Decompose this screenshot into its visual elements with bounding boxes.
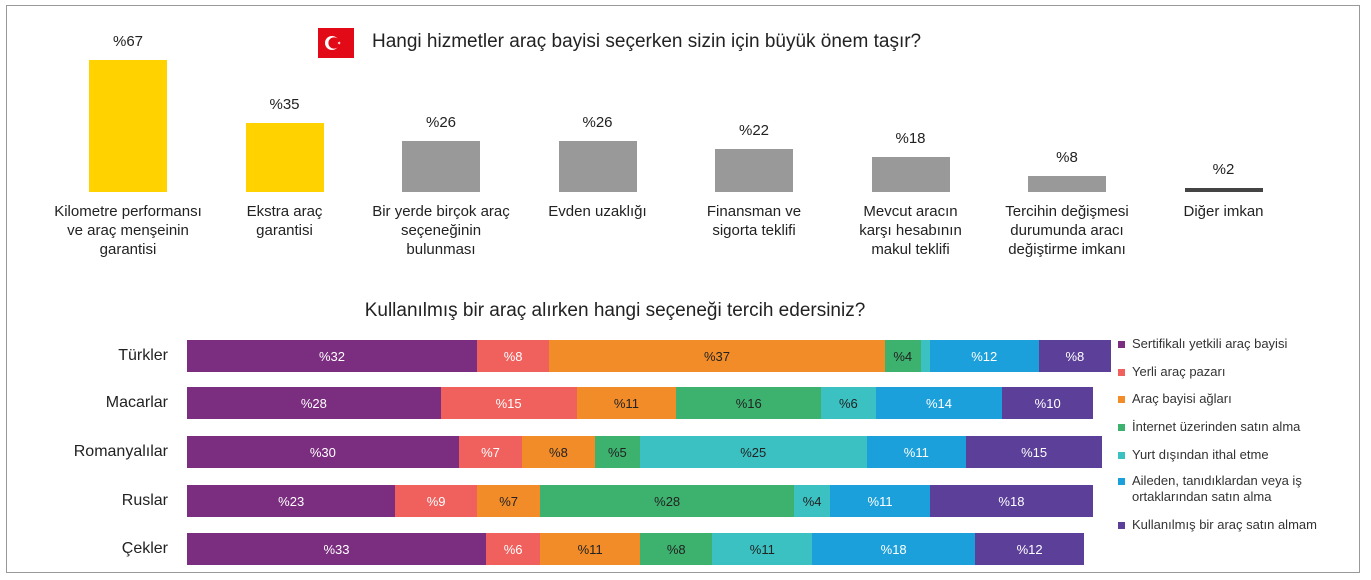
category-label: Tercihin değişmesi durumunda aracı değiş… [1005, 203, 1129, 258]
bar-segment: %33 [187, 533, 486, 565]
bar-segment: %11 [866, 436, 967, 468]
bar-segment: %28 [187, 387, 441, 419]
bar-segment: %37 [549, 340, 885, 372]
legend-swatch [1118, 452, 1125, 459]
bar-segment: %11 [576, 387, 677, 419]
bar-value-label: %26 [425, 113, 457, 131]
bar-segment: %28 [540, 485, 794, 517]
bar-segment: %6 [485, 533, 541, 565]
bar [1028, 176, 1106, 192]
legend-label: Aileden, tanıdıklardan veya iş ortakları… [1132, 473, 1302, 504]
bar-segment: %5 [594, 436, 640, 468]
bar-segment: %8 [640, 533, 713, 565]
bar-segment: %11 [830, 485, 930, 517]
bar-value-label: %67 [112, 33, 144, 50]
bar-segment: %11 [540, 533, 640, 565]
bar [558, 140, 637, 192]
row-label: Çekler [121, 540, 168, 557]
bar-segment: %23 [187, 485, 396, 517]
category-label: Diğer imkan [1183, 203, 1264, 220]
category-label: Mevcut aracın karşı hesabının makul tekl… [859, 203, 962, 258]
bar-segment: %12 [975, 533, 1084, 565]
frame [6, 5, 1360, 573]
legend-label: Sertifikalı yetkili araç bayisi [1132, 336, 1288, 351]
bar [245, 123, 324, 192]
legend-label: İnternet üzerinden satın alma [1132, 419, 1301, 434]
bar-value-label: %26 [582, 113, 613, 131]
bar-segment [920, 340, 930, 372]
bar [402, 140, 480, 192]
bar-segment: %30 [187, 436, 459, 468]
bar-segment: %6 [821, 387, 876, 419]
legend-swatch [1118, 424, 1125, 431]
bar [89, 60, 167, 192]
legend-swatch [1118, 478, 1125, 485]
legend-label: Araç bayisi ağları [1132, 391, 1232, 406]
row-label: Macarlar [105, 394, 168, 411]
bar-value-label: %8 [1056, 149, 1078, 167]
chart-title: Kullanılmış bir araç alırken hangi seçen… [364, 300, 866, 321]
bar [871, 156, 950, 192]
category-label: Kilometre performansı ve araç menşeinin … [54, 203, 202, 258]
bar-value-label: %22 [738, 121, 770, 139]
bar-segment: %15 [440, 387, 577, 419]
bar-segment: %7 [476, 485, 541, 517]
bar-segment: %25 [640, 436, 867, 468]
bar-value-label: %18 [895, 129, 926, 147]
bar [715, 148, 793, 192]
bar-segment: %4 [794, 485, 831, 517]
bar-segment: %8 [522, 436, 595, 468]
bar [1184, 188, 1263, 192]
category-label: Evden uzaklığı [548, 203, 647, 220]
bar-segment: %18 [929, 485, 1093, 517]
legend-label: Kullanılmış bir araç satın almam [1132, 517, 1317, 532]
legend-swatch [1118, 396, 1125, 403]
flag-icon [318, 28, 354, 58]
chart-title: Hangi hizmetler araç bayisi seçerken siz… [372, 31, 922, 52]
bar-segment: %32 [187, 340, 477, 372]
bar-segment: %7 [458, 436, 523, 468]
bar-value-label: %2 [1212, 161, 1235, 179]
legend-swatch [1118, 341, 1125, 348]
bar-segment: %12 [929, 340, 1039, 372]
bar-segment: %16 [676, 387, 822, 419]
bar-segment: %10 [1002, 387, 1093, 419]
bar-segment: %15 [966, 436, 1103, 468]
bar-segment: %11 [712, 533, 813, 565]
bar-segment: %8 [1038, 340, 1112, 372]
category-label: Ekstra araç garantisi [246, 203, 323, 239]
row-label: Ruslar [121, 492, 168, 509]
legend-swatch [1118, 522, 1125, 529]
category-label: Finansman ve sigorta teklifi [706, 203, 802, 239]
bar-segment: %4 [884, 340, 921, 372]
bar-segment: %8 [476, 340, 550, 372]
legend-label: Yerli araç pazarı [1132, 364, 1226, 379]
legend-label: Yurt dışından ithal etme [1132, 447, 1269, 462]
bar-value-label: %35 [269, 96, 300, 114]
category-label: Bir yerde birçok araç seçeneğinin bulunm… [372, 203, 510, 258]
bar-segment: %18 [812, 533, 976, 565]
bar-segment: %9 [395, 485, 477, 517]
legend-swatch [1118, 369, 1125, 376]
row-label: Türkler [118, 347, 168, 364]
row-label: Romanyalılar [73, 443, 168, 460]
bar-segment: %14 [875, 387, 1003, 419]
